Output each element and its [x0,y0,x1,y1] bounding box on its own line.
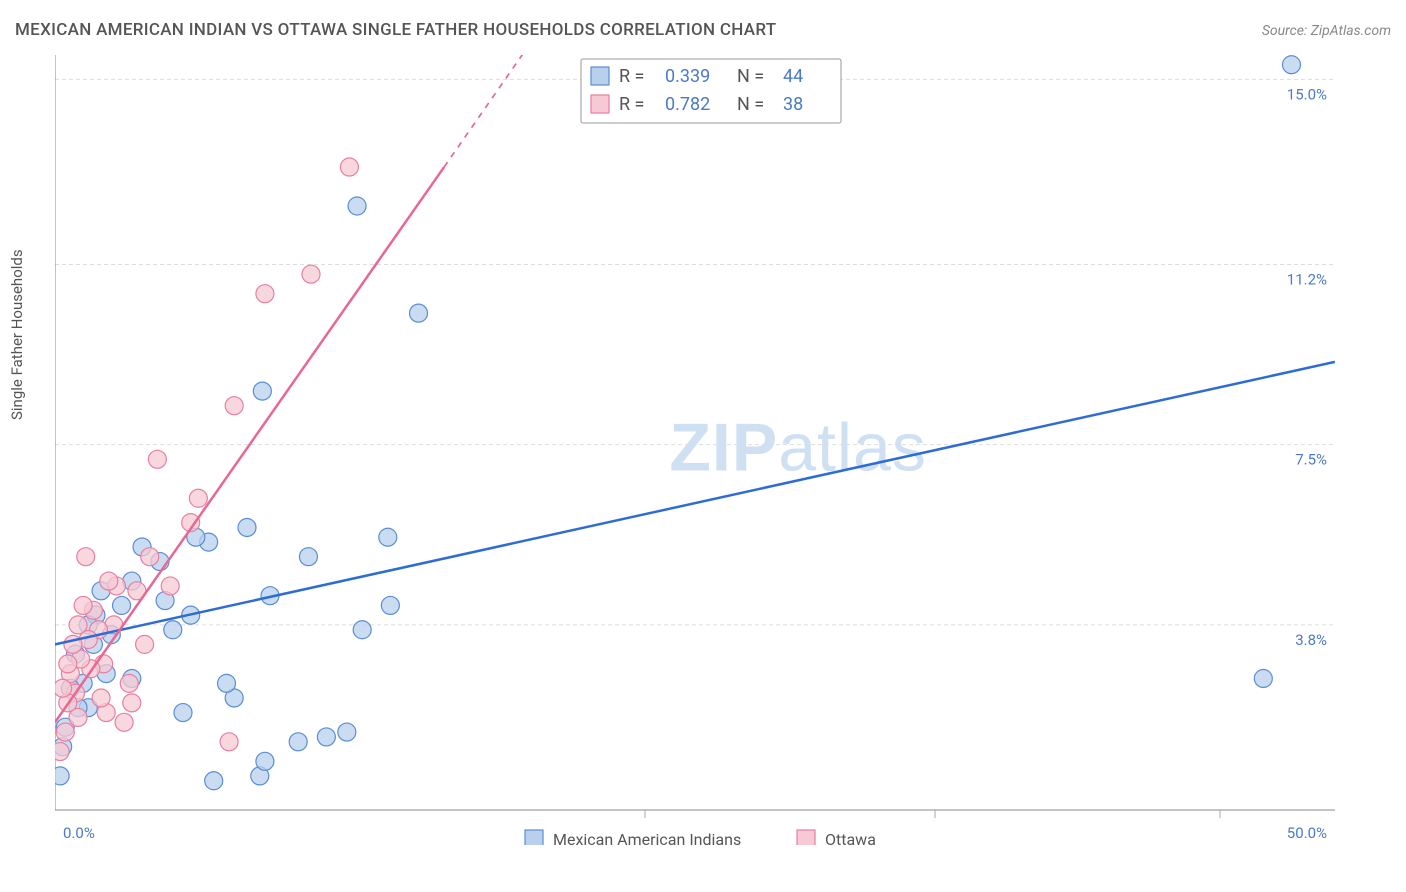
svg-text:0.782: 0.782 [665,94,710,115]
legend-swatch [525,830,543,845]
data-point [253,382,271,400]
trend-line-extrapolated [444,55,580,167]
svg-text:R =: R = [619,66,644,87]
data-point [256,285,274,303]
data-point [302,265,320,283]
data-point [1254,669,1272,687]
data-point [410,304,428,322]
legend-swatch [797,830,815,845]
svg-text:R =: R = [619,94,644,115]
data-point [136,635,154,653]
data-point [238,518,256,536]
data-point [77,548,95,566]
data-point [115,713,133,731]
stats-legend: R = 0.339 N = 44 R = 0.782 N = 38 [581,59,841,123]
y-tick-label: 15.0% [1287,85,1327,103]
data-point [348,197,366,215]
trend-line [55,362,1335,645]
data-point [1282,56,1300,74]
y-tick-label: 3.8% [1295,631,1327,649]
data-point [381,596,399,614]
data-point [69,616,87,634]
data-point [289,733,307,751]
data-point [256,752,274,770]
data-point [59,655,77,673]
data-point [161,577,179,595]
data-point [92,689,110,707]
data-point [174,704,192,722]
svg-text:38: 38 [783,94,803,115]
data-point [55,679,72,697]
y-tick-label: 7.5% [1295,451,1327,469]
scatter-chart: ZIPatlas 3.8% 7.5% 11.2% 15.0% 0.0% 50.0% R = 0.… [55,55,1375,845]
legend-label: Ottawa [825,830,876,845]
data-point [148,450,166,468]
data-point [100,572,118,590]
svg-text:0.339: 0.339 [665,66,710,87]
data-point [189,489,207,507]
data-point [141,548,159,566]
watermark: ZIPatlas [669,409,926,485]
data-point [56,723,74,741]
chart-title: MEXICAN AMERICAN INDIAN VS OTTAWA SINGLE… [15,20,776,40]
data-point [123,694,141,712]
x-tick-label: 50.0% [1287,824,1327,842]
y-axis-title: Single Father Households [8,249,26,420]
source-label: Source: ZipAtlas.com [1262,23,1391,39]
data-point [55,767,69,785]
data-point [220,733,238,751]
data-point [113,596,131,614]
data-point [74,596,92,614]
data-point [353,621,371,639]
y-tick-label: 11.2% [1287,270,1327,288]
data-point [164,621,182,639]
data-point [120,674,138,692]
data-point [299,548,317,566]
data-point [205,772,223,790]
data-point [340,158,358,176]
data-point [218,674,236,692]
data-point [55,743,69,761]
data-point [225,397,243,415]
svg-text:N =: N = [737,94,764,115]
data-point [317,728,335,746]
data-point [338,723,356,741]
svg-text:44: 44 [783,66,803,87]
data-point [379,528,397,546]
svg-text:N =: N = [737,66,764,87]
legend-label: Mexican American Indians [553,830,741,845]
x-tick-label: 0.0% [63,824,95,842]
